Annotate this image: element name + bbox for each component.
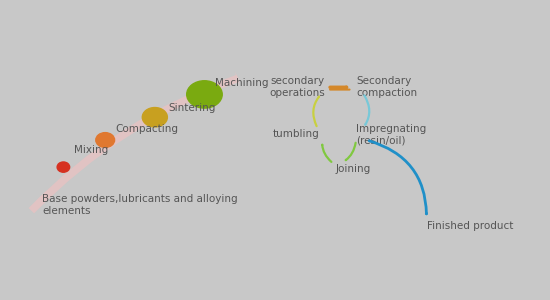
Text: Impregnating
(resin/oil): Impregnating (resin/oil) (356, 124, 426, 145)
Text: Finished product: Finished product (427, 220, 513, 230)
Ellipse shape (142, 107, 167, 127)
Text: tumbling: tumbling (273, 129, 320, 139)
Text: Sintering: Sintering (168, 103, 215, 113)
Text: Joining: Joining (335, 164, 370, 173)
Text: Base powders,lubricants and alloying
elements: Base powders,lubricants and alloying ele… (42, 194, 238, 216)
Ellipse shape (186, 81, 222, 108)
Text: Mixing: Mixing (74, 145, 108, 155)
Text: Secondary
compaction: Secondary compaction (356, 76, 417, 98)
Ellipse shape (57, 162, 70, 172)
Text: secondary
operations: secondary operations (269, 76, 324, 98)
Text: Compacting: Compacting (116, 124, 179, 134)
Text: Machining: Machining (215, 78, 268, 88)
Ellipse shape (96, 133, 114, 147)
